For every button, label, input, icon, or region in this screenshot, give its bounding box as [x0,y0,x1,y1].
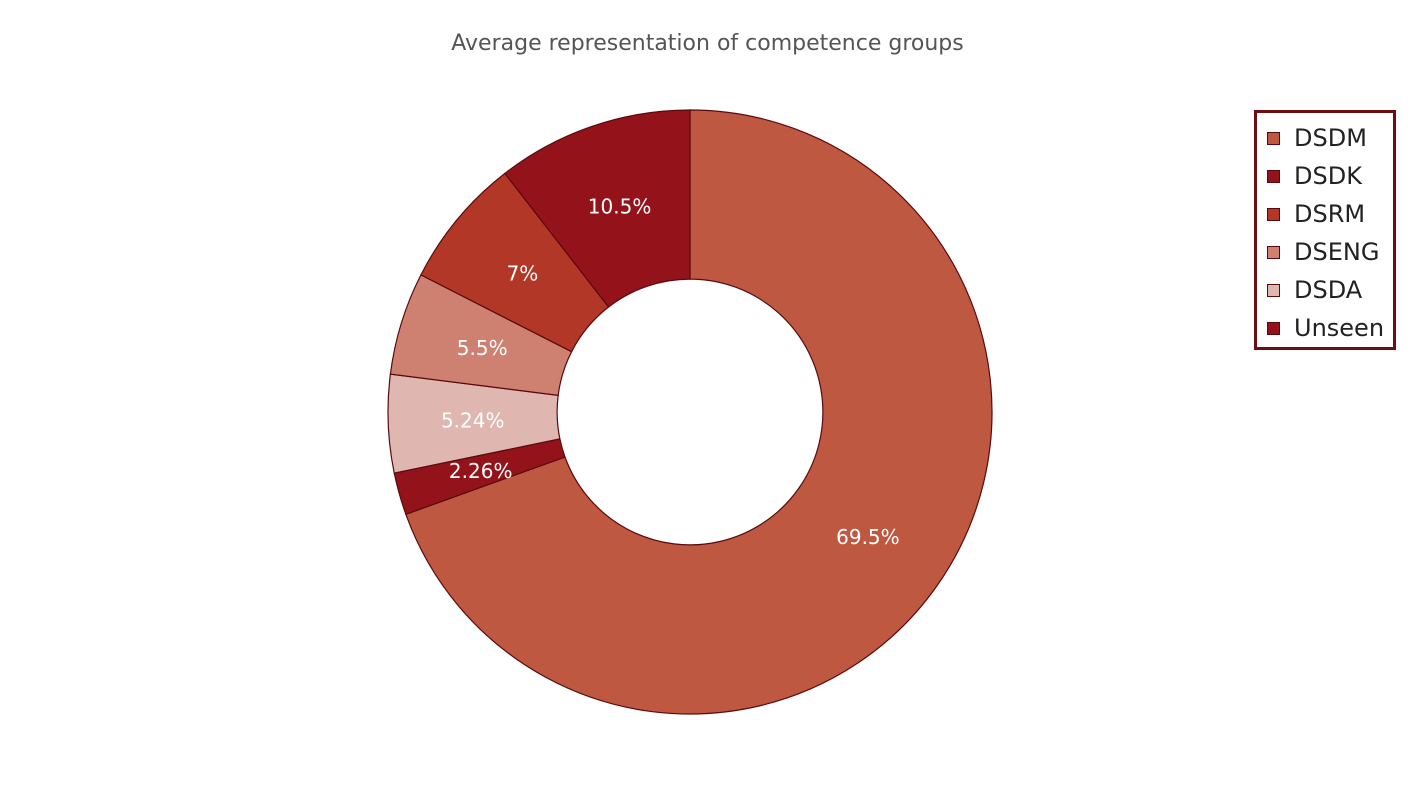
legend-label: DSRM [1294,200,1366,228]
slice-label-dsrm: 7% [507,261,539,285]
legend-swatch [1267,207,1280,221]
legend-swatch [1267,169,1280,183]
legend-item-dsdm[interactable]: DSDM [1267,119,1393,157]
slice-label-dseng: 5.5% [457,336,508,360]
legend-swatch [1267,245,1280,259]
slice-label-dsdk: 2.26% [449,459,513,483]
legend-item-dseng[interactable]: DSENG [1267,233,1393,271]
chart-title: Average representation of competence gro… [451,31,964,56]
legend-label: DSDM [1294,124,1367,152]
legend-label: DSDA [1294,276,1363,304]
legend-label: DSDK [1294,162,1362,190]
slice-label-dsda: 5.24% [441,408,505,432]
slice-unseen[interactable] [504,109,691,308]
legend-swatch [1267,321,1280,335]
legend: DSDM DSDK DSRM DSENG DSDA Unseen [1254,110,1396,350]
legend-label: DSENG [1294,238,1380,266]
legend-item-dsda[interactable]: DSDA [1267,271,1393,309]
legend-item-unseen[interactable]: Unseen [1267,309,1393,347]
legend-swatch [1267,283,1280,297]
slice-label-unseen: 10.5% [588,194,652,218]
legend-item-dsdk[interactable]: DSDK [1267,157,1393,195]
legend-swatch [1267,131,1280,145]
slice-label-dsdm: 69.5% [836,525,900,549]
slice-dsdm[interactable] [405,109,993,715]
legend-item-dsrm[interactable]: DSRM [1267,195,1393,233]
legend-label: Unseen [1294,314,1385,342]
